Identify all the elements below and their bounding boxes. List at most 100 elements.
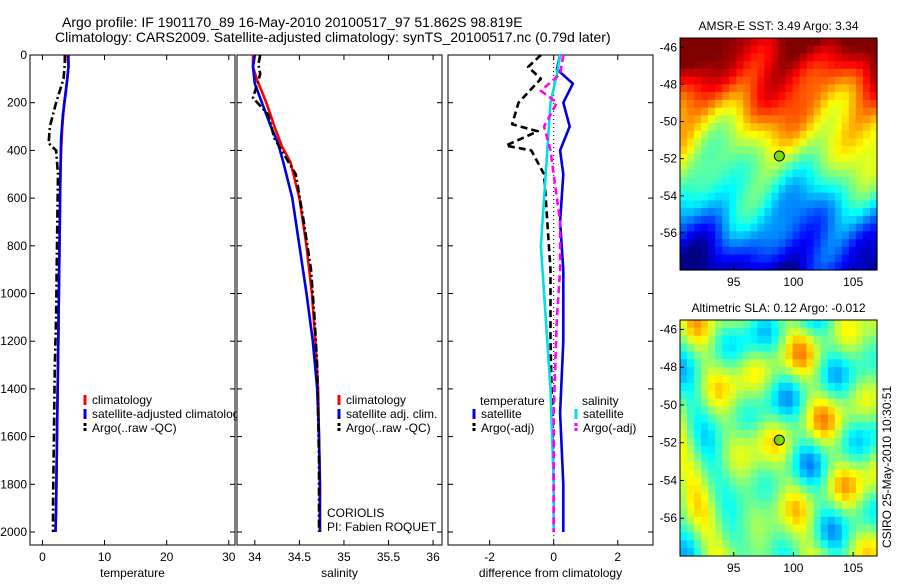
sst-map-cell [680,254,688,263]
sst-map-cell [764,223,772,232]
sla-map-cell [694,422,702,431]
sla-map-cell [806,351,815,360]
sla-map-cell [701,382,709,392]
sla-map-cell [813,469,822,478]
sla-map-cell [870,430,878,439]
sst-map-ytick-label: -56 [660,226,678,240]
sla-map-cell [680,493,688,502]
sst-map-cell [757,38,765,47]
sst-map-cell [736,84,744,93]
sla-map-cell [736,438,744,447]
sst-map-cell [785,239,794,248]
sla-map-cell [771,508,780,518]
sst-map-cell [806,208,815,217]
sla-map-cell [687,493,695,502]
sst-map-cell [778,84,787,93]
sst-map-cell [750,184,758,194]
sst-map-cell [813,154,822,163]
sla-map-cell [820,430,829,439]
depth-tick-label: 1800 [0,477,27,491]
sst-map-cell [848,239,857,248]
sst-map-cell [806,192,815,201]
sst-map-cell [778,246,787,256]
sst-map-cell [785,161,794,170]
sla-map-cell [862,359,871,368]
sst-map-cell [757,123,765,132]
sst-map-cell [834,231,843,240]
sla-map-cell [813,548,822,557]
sla-map-cell [841,500,850,510]
sla-map-cell [715,516,723,526]
sst-map-cell [771,184,780,194]
sst-map-cell [729,200,737,209]
sst-map-cell [701,53,709,62]
sst-map-cell [806,239,815,248]
sst-map-cell [680,92,688,101]
sla-map-cell [820,453,829,463]
sst-map-cell [680,177,688,186]
sla-map-cell [722,414,730,423]
sla-map-cell [750,524,758,533]
sst-map-cell [771,239,780,248]
sst-map-cell [799,53,808,62]
sla-map-cell [806,320,815,329]
sla-map-cell [785,320,794,329]
sst-map-cell [778,61,787,70]
sla-map-cell [806,382,815,392]
sst-map-cell [750,223,758,232]
sla-map-cell [722,382,730,392]
sla-map-cell [841,343,850,353]
sla-map-cell [806,398,815,408]
sla-map-cell [778,398,787,408]
sla-map-cell [736,493,744,502]
sst-map-cell [813,262,822,271]
sst-map-cell [680,231,688,240]
sla-map-cell [729,548,737,557]
sst-map-cell [750,239,758,248]
sla-map-cell [764,524,772,533]
sst-map-cell [764,215,772,225]
sla-map-cell [757,469,765,478]
sst-map-cell [855,84,864,93]
sla-map-cell [757,532,765,541]
sst-map-cell [750,53,758,62]
sla-map-cell [722,406,730,415]
sla-map-cell [855,453,864,463]
difference-legend-1-label: Argo(-adj) [481,421,534,435]
sst-map-cell [687,254,695,263]
sla-map-cell [792,461,801,471]
sla-map-cell [757,548,765,557]
sla-map-cell [694,524,702,533]
difference-xtick-label: 0 [550,550,557,564]
sst-map-cell [771,254,780,263]
sla-map-cell [778,351,787,360]
sst-map-cell [785,45,794,54]
sla-map-cell [757,508,765,518]
sst-map-ytick-label: -50 [660,115,678,129]
sla-map-cell [827,351,836,360]
sla-map-cell [757,335,765,345]
sst-map-cell [771,68,780,78]
sst-map-cell [764,239,772,248]
sla-map-cell [813,327,822,337]
sla-map-cell [813,406,822,415]
sla-map-cell [855,430,864,439]
sst-map-cell [680,76,688,85]
sla-map-cell [680,430,688,439]
sla-map-cell [778,493,787,502]
sla-map-cell [870,438,878,447]
sst-map-cell [715,61,723,70]
sst-map-cell [680,99,688,109]
sla-map-cell [771,398,780,408]
sla-map-cell [806,469,815,478]
sst-map-cell [834,45,843,54]
sla-map-cell [701,414,709,423]
salinity-legend-1-label: satellite adj. clim. [346,407,437,421]
sla-map-cell [701,540,709,549]
sst-map-cell [757,262,765,271]
sla-map-cell [827,422,836,431]
sla-map-cell [841,367,850,376]
sla-map-cell [799,532,808,541]
sla-map-cell [687,500,695,510]
